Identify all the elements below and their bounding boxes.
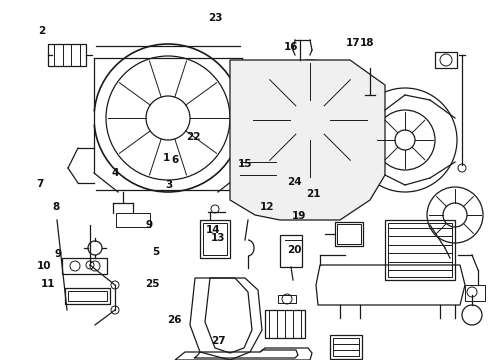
Bar bbox=[68, 291, 107, 301]
Text: 1: 1 bbox=[163, 153, 170, 163]
Bar bbox=[116, 213, 150, 227]
Bar bbox=[335, 222, 363, 246]
Text: 22: 22 bbox=[186, 132, 201, 142]
Bar bbox=[48, 44, 86, 66]
Text: 27: 27 bbox=[211, 336, 225, 346]
Text: 10: 10 bbox=[37, 261, 51, 271]
Text: 20: 20 bbox=[287, 245, 301, 255]
Text: 19: 19 bbox=[292, 211, 306, 221]
Text: 21: 21 bbox=[306, 189, 321, 199]
Text: 12: 12 bbox=[260, 202, 274, 212]
Bar bbox=[388, 223, 452, 277]
Bar bbox=[465, 285, 485, 301]
Text: 13: 13 bbox=[211, 233, 225, 243]
Bar bbox=[278, 295, 296, 303]
Bar bbox=[203, 223, 227, 255]
Text: 25: 25 bbox=[145, 279, 159, 289]
Text: 23: 23 bbox=[208, 13, 223, 23]
Bar bbox=[385, 220, 455, 280]
Bar bbox=[333, 338, 359, 356]
Bar bbox=[337, 224, 361, 244]
Bar bbox=[65, 288, 110, 304]
Text: 3: 3 bbox=[166, 180, 172, 190]
Text: 4: 4 bbox=[111, 168, 119, 178]
Text: 18: 18 bbox=[360, 38, 375, 48]
Text: 17: 17 bbox=[345, 38, 360, 48]
Text: 6: 6 bbox=[172, 155, 179, 165]
Bar bbox=[237, 145, 279, 200]
Text: 5: 5 bbox=[152, 247, 159, 257]
Bar bbox=[62, 258, 107, 274]
Text: 9: 9 bbox=[54, 249, 61, 259]
Text: 7: 7 bbox=[36, 179, 44, 189]
Text: 15: 15 bbox=[238, 159, 252, 169]
Text: 9: 9 bbox=[146, 220, 153, 230]
Bar bbox=[280, 235, 302, 267]
Polygon shape bbox=[230, 60, 385, 220]
Bar bbox=[200, 220, 230, 258]
Text: 8: 8 bbox=[53, 202, 60, 212]
Text: 14: 14 bbox=[206, 225, 220, 235]
Text: 24: 24 bbox=[287, 177, 301, 187]
Bar bbox=[265, 310, 305, 338]
Text: 26: 26 bbox=[167, 315, 181, 325]
Text: 11: 11 bbox=[41, 279, 55, 289]
Bar bbox=[435, 52, 457, 68]
Text: 16: 16 bbox=[284, 42, 299, 52]
Text: 2: 2 bbox=[38, 26, 45, 36]
Bar bbox=[240, 148, 276, 197]
Bar bbox=[330, 335, 362, 359]
